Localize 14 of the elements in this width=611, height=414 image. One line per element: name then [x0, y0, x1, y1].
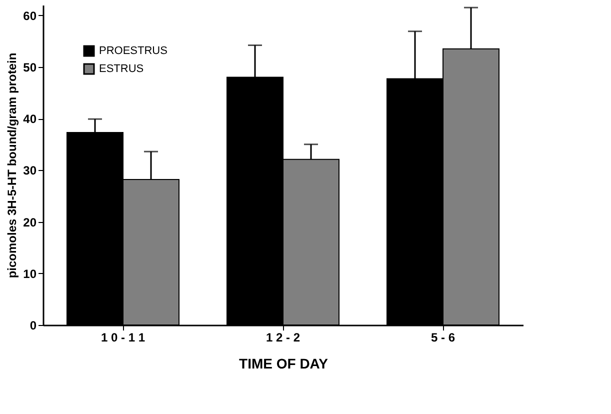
y-tick-label: 50 — [23, 60, 37, 74]
y-tick-label: 20 — [23, 215, 37, 230]
x-tick-label: 1 2 - 2 — [266, 330, 300, 344]
legend-label: ESTRUS — [99, 63, 144, 75]
y-tick-label: 30 — [23, 164, 37, 178]
x-tick-label: 1 0 - 1 1 — [100, 330, 146, 344]
legend-label: PROESTRUS — [99, 45, 168, 57]
y-tick-label: 40 — [23, 112, 37, 126]
x-axis-title: TIME OF DAY — [239, 356, 329, 372]
y-tick-label: 0 — [30, 318, 37, 332]
x-tick-label: 5 - 6 — [430, 330, 456, 344]
y-tick-label: 10 — [23, 266, 37, 281]
y-axis-title: picomoles 3H-5-HT bound/gram protein — [5, 52, 20, 278]
y-tick-label: 60 — [23, 8, 37, 23]
